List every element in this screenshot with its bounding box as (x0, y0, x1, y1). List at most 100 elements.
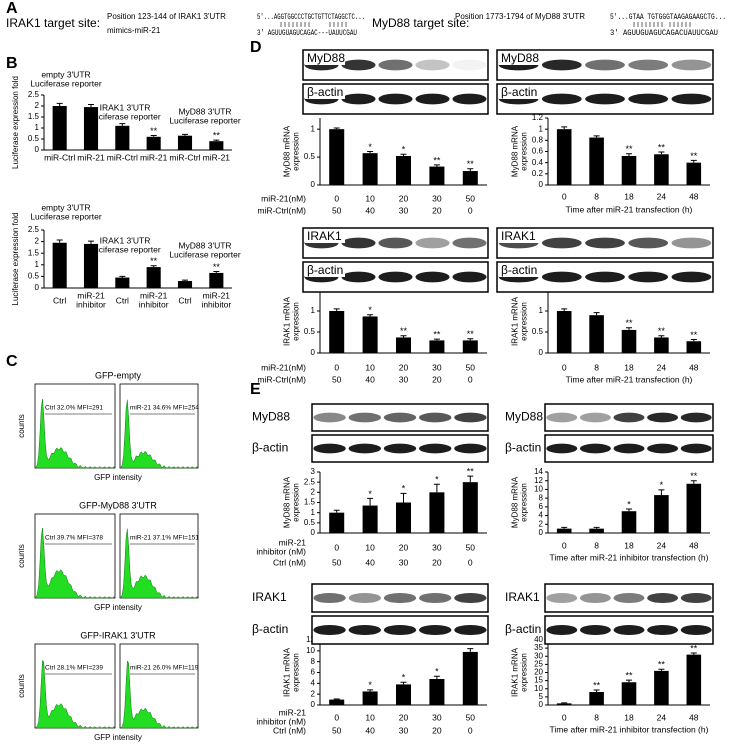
y-tick-label: 0.5 (304, 327, 316, 336)
x-tick-label: 50 (332, 725, 342, 735)
flow-y-label: counts (17, 414, 26, 438)
bar (589, 137, 604, 185)
panel-label: A (6, 0, 18, 17)
bar (329, 129, 345, 185)
error-bar (467, 475, 474, 483)
bar (429, 492, 445, 533)
significance-label: * (368, 142, 372, 152)
error-bar (658, 668, 665, 671)
y-tick-label: 1 (539, 306, 544, 315)
y-tick-label: 2.5 (304, 477, 316, 486)
x-tick-label: 30 (432, 362, 442, 372)
x-tick-label: 48 (689, 712, 699, 722)
blot-band (341, 237, 376, 249)
y-tick-label: 1 (311, 306, 316, 315)
blot-band (671, 59, 712, 71)
y-tick-label: 6 (311, 668, 316, 677)
y-tick-label: 0.5 (28, 134, 40, 143)
error-bar (213, 271, 220, 273)
error-bar (88, 103, 94, 108)
bar (209, 272, 224, 288)
error-bar (690, 339, 697, 342)
bar (654, 337, 669, 353)
error-bar (561, 526, 568, 529)
y-tick-label: 2.5 (28, 225, 40, 234)
x-tick-label: 40 (365, 205, 375, 215)
blot-band (378, 93, 413, 105)
blot-band (613, 443, 645, 454)
x-tick-label: 8 (594, 540, 599, 550)
annotation: IRAK1 3'UTR Luciferase reporter (89, 103, 161, 122)
bar (395, 337, 412, 353)
x-tick-label: miR-21 inhibitor (201, 291, 231, 310)
histogram (35, 527, 115, 599)
significance-label: ** (625, 318, 633, 328)
base-pairing (633, 22, 691, 27)
blot-band (348, 443, 381, 454)
error-bar (658, 335, 665, 338)
blot-band (613, 412, 645, 423)
y-tick-label: 6 (539, 502, 544, 511)
x-tick-label: 18 (624, 540, 634, 550)
blot-label: β-actin (505, 441, 541, 455)
y-tick-label: 0 (35, 283, 40, 292)
error-bar (593, 135, 600, 138)
significance-label: ** (467, 159, 475, 169)
error-bar (333, 127, 340, 130)
blot-band (378, 237, 413, 249)
x-tick-label: 8 (594, 191, 599, 201)
error-bar (400, 153, 407, 156)
error-bar (150, 134, 157, 137)
x-tick-label: 30 (432, 542, 442, 552)
blot-band (647, 624, 679, 636)
y-axis-label: MyD88 mRNAexpression (511, 125, 529, 177)
y-tick-label: 0 (311, 348, 316, 357)
gate-label: miR-21 37.1% MFI=151 (130, 535, 199, 542)
error-bar (593, 312, 600, 316)
blot-band (454, 443, 487, 454)
mrna-sequence: 5'...GTAA TGTGGGTAAGAGAAGCTG... (610, 13, 726, 22)
y-tick-label: 0.6 (532, 147, 544, 156)
blot-label: β-actin (501, 263, 537, 277)
x-tick-label: 0 (334, 193, 339, 203)
error-bar (467, 648, 474, 652)
x-tick-label: 18 (624, 712, 634, 722)
error-bar (367, 314, 374, 317)
blot-band (671, 237, 712, 249)
blot-band (680, 443, 712, 454)
bar (146, 136, 161, 150)
bar (429, 166, 445, 185)
y-tick-label: 30 (534, 651, 543, 660)
significance-label: * (402, 145, 406, 155)
x-tick-label: 50 (466, 193, 476, 203)
x-tick-label: 20 (399, 193, 409, 203)
blot-band (671, 271, 712, 283)
bar (589, 528, 604, 533)
x-tick-label: 10 (365, 712, 375, 722)
mirna-sequence: 3' AGUUGUAGUCAGAC---UAUUCGAU (257, 29, 357, 38)
blot-band (546, 592, 578, 604)
error-bar (467, 168, 474, 172)
blot-band (680, 624, 712, 636)
x-tick-label: 50 (332, 374, 342, 384)
row-label: miR-Ctrl(nM) (257, 374, 306, 384)
error-bar (433, 675, 440, 679)
x-tick-label: 0 (468, 557, 473, 567)
panel-label: C (6, 353, 18, 370)
significance-label: ** (150, 126, 158, 136)
blot-band (541, 237, 582, 249)
significance-label: ** (213, 262, 221, 272)
blot-band (579, 592, 611, 604)
blot-band (454, 624, 487, 636)
y-tick-label: 35 (534, 643, 543, 652)
error-bar (333, 509, 340, 513)
significance-label: ** (467, 466, 475, 476)
blot-band (419, 592, 452, 604)
blot-band (452, 237, 487, 249)
annotation: IRAK1 3'UTR Luciferase reporter (89, 236, 161, 255)
y-tick-label: 1 (35, 123, 40, 132)
y-tick-label: 4 (539, 511, 544, 520)
error-bar (658, 151, 665, 155)
error-bar (88, 240, 94, 244)
